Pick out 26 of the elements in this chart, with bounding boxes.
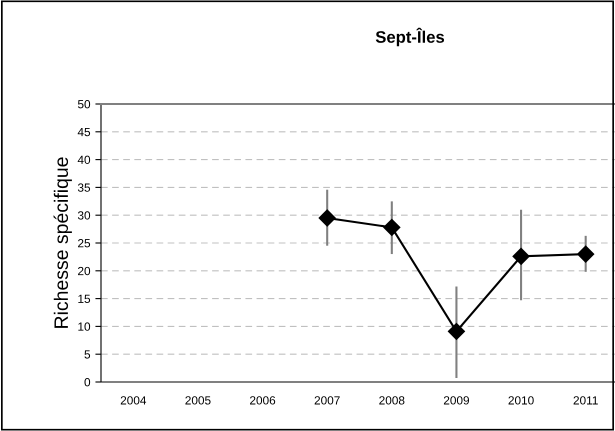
x-tick-label: 2004 — [120, 396, 146, 405]
y-tick-label: 5 — [84, 350, 90, 359]
y-tick-label: 50 — [78, 100, 90, 108]
x-tick-label: 2010 — [508, 396, 534, 405]
point — [448, 322, 465, 340]
y-tick-label: 15 — [78, 294, 90, 303]
x-tick-label: 2008 — [379, 396, 404, 405]
point — [383, 218, 400, 236]
point — [577, 246, 594, 263]
x-tick-label: 2007 — [314, 396, 340, 405]
y-tick-label: 35 — [78, 183, 90, 192]
y-tick-label: 20 — [78, 266, 90, 276]
y-tick-label: 0 — [84, 378, 90, 386]
y-tick-label: 45 — [78, 128, 90, 136]
point — [318, 209, 336, 227]
y-tick-label: 10 — [78, 322, 90, 331]
chart-title: Sept-Îles — [376, 28, 444, 46]
y-tick-label: 25 — [78, 239, 90, 248]
x-tick-label: 2009 — [444, 396, 470, 405]
point — [512, 248, 530, 265]
y-tick-label: 30 — [78, 211, 90, 220]
x-tick-label: 2006 — [250, 396, 276, 405]
x-tick-label: 2005 — [185, 396, 211, 405]
y-axis-title: Richesse spécifique — [54, 157, 72, 328]
x-tick-label: 2011 — [574, 396, 598, 405]
y-tick-label: 40 — [78, 156, 90, 164]
